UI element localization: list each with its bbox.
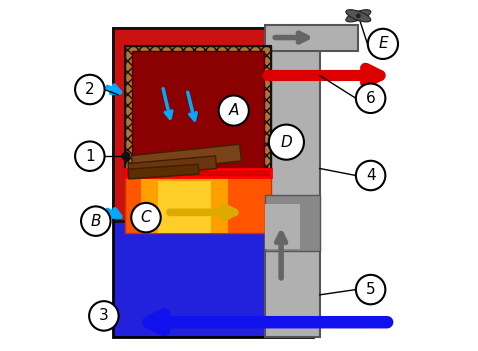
Circle shape	[75, 141, 105, 171]
Bar	[265, 28, 320, 337]
Text: A: A	[228, 103, 239, 118]
Circle shape	[131, 203, 161, 232]
Text: 3: 3	[99, 309, 109, 323]
Ellipse shape	[346, 10, 371, 22]
Bar	[125, 176, 271, 233]
Circle shape	[356, 13, 361, 18]
Bar	[141, 179, 228, 233]
Text: 5: 5	[366, 282, 375, 297]
Bar	[113, 28, 313, 221]
Circle shape	[368, 29, 398, 59]
Text: E: E	[378, 37, 388, 51]
Circle shape	[356, 161, 385, 190]
Circle shape	[121, 152, 130, 161]
Circle shape	[75, 75, 105, 104]
Polygon shape	[131, 144, 241, 172]
Bar	[113, 28, 313, 337]
Text: B: B	[90, 214, 101, 229]
Text: 2: 2	[85, 82, 95, 97]
Text: D: D	[281, 135, 292, 150]
Text: 1: 1	[85, 149, 95, 164]
Bar	[125, 169, 271, 177]
Circle shape	[356, 275, 385, 304]
Circle shape	[269, 125, 304, 160]
Text: C: C	[141, 210, 152, 225]
Circle shape	[89, 301, 119, 331]
Polygon shape	[128, 156, 217, 176]
Text: 6: 6	[366, 91, 376, 106]
Bar	[125, 46, 271, 176]
Bar	[132, 51, 263, 170]
Bar	[265, 204, 301, 249]
Bar	[158, 181, 211, 233]
Polygon shape	[128, 164, 199, 179]
Bar	[265, 195, 320, 251]
Text: 4: 4	[366, 168, 375, 183]
Circle shape	[81, 206, 110, 236]
Bar	[265, 25, 358, 51]
Bar	[125, 46, 271, 176]
Circle shape	[218, 95, 249, 126]
Circle shape	[356, 84, 385, 113]
Ellipse shape	[346, 10, 371, 22]
